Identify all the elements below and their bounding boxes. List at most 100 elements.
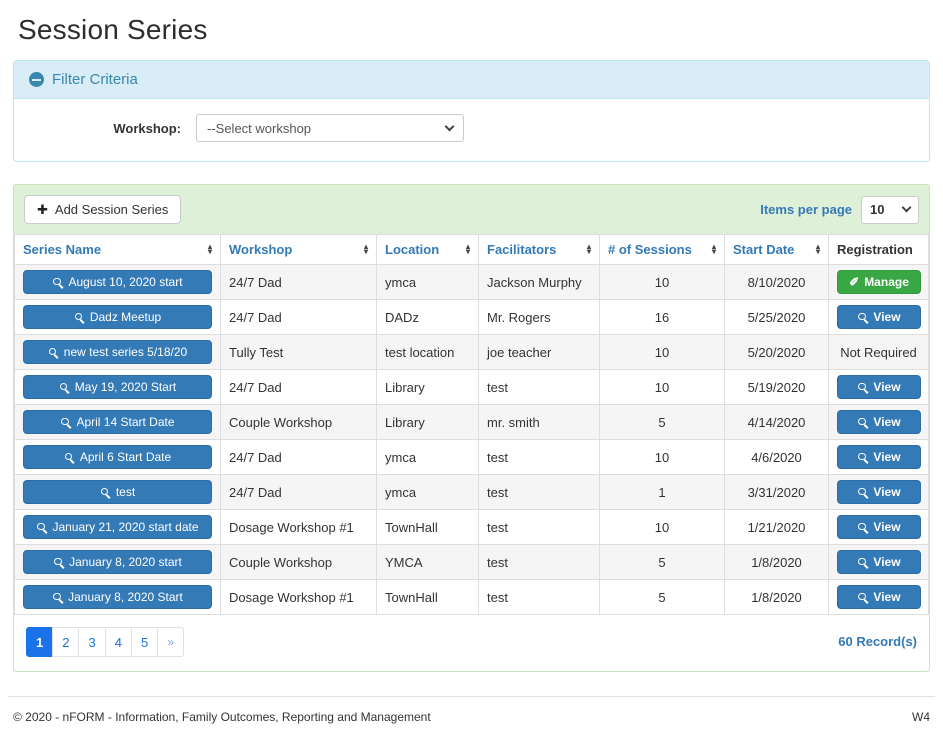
view-registration-button[interactable]: View [837, 515, 921, 539]
view-registration-button[interactable]: View [837, 305, 921, 329]
table-row: test 24/7 Dad ymca test 1 3/31/2020 View [14, 474, 929, 510]
view-registration-button[interactable]: View [837, 480, 921, 504]
column-header-start-date[interactable]: Start Date ▴ ▾ [724, 234, 829, 265]
registration-cell: Not Required [828, 334, 929, 370]
series-name-cell: test [14, 474, 221, 510]
series-name-button[interactable]: August 10, 2020 start [23, 270, 212, 294]
column-header-registration: Registration [828, 234, 929, 265]
view-registration-button[interactable]: View [837, 585, 921, 609]
series-name-label: January 21, 2020 start date [52, 520, 199, 534]
start-date-cell: 1/21/2020 [724, 509, 829, 545]
start-date-cell: 5/20/2020 [724, 334, 829, 370]
magnifier-icon [857, 557, 868, 568]
sort-arrows-icon[interactable]: ▴ ▾ [711, 242, 716, 256]
start-date-cell: 1/8/2020 [724, 544, 829, 580]
pagination-page-1[interactable]: 1 [26, 627, 54, 657]
manage-registration-button[interactable]: ✐ Manage [837, 270, 921, 294]
chevron-down-icon [901, 202, 912, 213]
page-container: Session Series Filter Criteria Workshop:… [0, 14, 943, 672]
column-header-location[interactable]: Location ▴ ▾ [376, 234, 479, 265]
series-name-cell: new test series 5/18/20 [14, 334, 221, 370]
sort-arrows-icon[interactable]: ▴ ▾ [363, 242, 368, 256]
workshop-select[interactable]: --Select workshop [196, 114, 464, 142]
view-registration-button[interactable]: View [837, 410, 921, 434]
filter-criteria-title: Filter Criteria [52, 71, 138, 88]
sort-arrows-icon[interactable]: ▴ ▾ [815, 242, 820, 256]
column-header-facilitators[interactable]: Facilitators ▴ ▾ [478, 234, 600, 265]
start-date-cell: 5/19/2020 [724, 369, 829, 405]
column-header--of-sessions[interactable]: # of Sessions ▴ ▾ [599, 234, 725, 265]
magnifier-icon [64, 452, 75, 463]
column-header-label: Workshop [229, 242, 293, 257]
series-name-button[interactable]: January 8, 2020 start [23, 550, 212, 574]
series-name-button[interactable]: April 6 Start Date [23, 445, 212, 469]
registration-cell: View [828, 439, 929, 475]
view-registration-button[interactable]: View [837, 445, 921, 469]
view-button-label: View [873, 485, 901, 499]
series-name-button[interactable]: January 21, 2020 start date [23, 515, 212, 539]
series-name-cell: August 10, 2020 start [14, 264, 221, 300]
series-name-label: April 14 Start Date [76, 415, 175, 429]
sessions-count-cell: 5 [599, 579, 725, 615]
items-per-page-select[interactable]: 10 [861, 195, 919, 224]
magnifier-icon [100, 487, 111, 498]
series-name-label: test [115, 485, 136, 499]
sort-arrows-icon[interactable]: ▴ ▾ [207, 242, 212, 256]
series-name-button[interactable]: January 8, 2020 Start [23, 585, 212, 609]
view-button-label: View [873, 380, 901, 394]
series-name-button[interactable]: Dadz Meetup [23, 305, 212, 329]
series-name-cell: May 19, 2020 Start [14, 369, 221, 405]
sort-arrows-icon[interactable]: ▴ ▾ [465, 242, 470, 256]
view-button-label: View [873, 310, 901, 324]
series-name-cell: January 8, 2020 Start [14, 579, 221, 615]
view-button-label: View [873, 415, 901, 429]
series-name-label: January 8, 2020 start [69, 555, 182, 569]
column-header-label: Location [385, 242, 440, 257]
pagination-page-4[interactable]: 4 [104, 627, 132, 657]
column-header-workshop[interactable]: Workshop ▴ ▾ [220, 234, 377, 265]
magnifier-icon [74, 312, 85, 323]
sessions-count-cell: 10 [599, 334, 725, 370]
filter-criteria-header[interactable]: Filter Criteria [14, 61, 929, 99]
registration-cell: View [828, 509, 929, 545]
series-name-button[interactable]: new test series 5/18/20 [23, 340, 212, 364]
column-header-label: # of Sessions [608, 242, 692, 257]
series-name-button[interactable]: April 14 Start Date [23, 410, 212, 434]
view-registration-button[interactable]: View [837, 550, 921, 574]
facilitators-cell: test [478, 439, 600, 475]
facilitators-cell: test [478, 474, 600, 510]
collapse-minus-circle-icon[interactable] [29, 72, 44, 87]
items-per-page: Items per page 10 [760, 195, 919, 224]
pagination-page-5[interactable]: 5 [130, 627, 159, 657]
table-row: April 6 Start Date 24/7 Dad ymca test 10 4/6/… [14, 439, 929, 475]
series-name-button[interactable]: May 19, 2020 Start [23, 375, 212, 399]
sessions-count-cell: 10 [599, 439, 725, 475]
facilitators-cell: test [478, 509, 600, 545]
workshop-cell: 24/7 Dad [220, 474, 377, 510]
series-name-button[interactable]: test [23, 480, 212, 504]
footer-version: W4 [912, 710, 930, 724]
pagination-next-button[interactable]: » [157, 627, 185, 657]
location-cell: TownHall [376, 579, 479, 615]
table-row: new test series 5/18/20 Tully Test test lo… [14, 334, 929, 370]
series-name-label: new test series 5/18/20 [63, 345, 188, 359]
column-header-series-name[interactable]: Series Name ▴ ▾ [14, 234, 221, 265]
location-cell: Library [376, 369, 479, 405]
view-registration-button[interactable]: View [837, 375, 921, 399]
sort-arrows-icon[interactable]: ▴ ▾ [586, 242, 591, 256]
start-date-cell: 3/31/2020 [724, 474, 829, 510]
filter-criteria-body: Workshop: --Select workshop [14, 99, 929, 161]
magnifier-icon [53, 557, 64, 568]
workshop-cell: Dosage Workshop #1 [220, 579, 377, 615]
footer-copyright: © 2020 - nFORM - Information, Family Out… [13, 710, 431, 724]
sessions-count-cell: 5 [599, 404, 725, 440]
table-header-row: Series Name ▴ ▾ Workshop ▴ ▾ Location ▴ ▾ Facilit… [14, 234, 929, 265]
registration-cell: ✐ Manage [828, 264, 929, 300]
add-session-series-button[interactable]: ✚ Add Session Series [24, 195, 182, 224]
pagination-page-2[interactable]: 2 [52, 627, 80, 657]
workshop-cell: 24/7 Dad [220, 264, 377, 300]
series-name-label: May 19, 2020 Start [74, 380, 177, 394]
table-row: January 8, 2020 Start Dosage Workshop #1 T… [14, 579, 929, 615]
pagination-page-3[interactable]: 3 [78, 627, 106, 657]
series-name-cell: January 8, 2020 start [14, 544, 221, 580]
